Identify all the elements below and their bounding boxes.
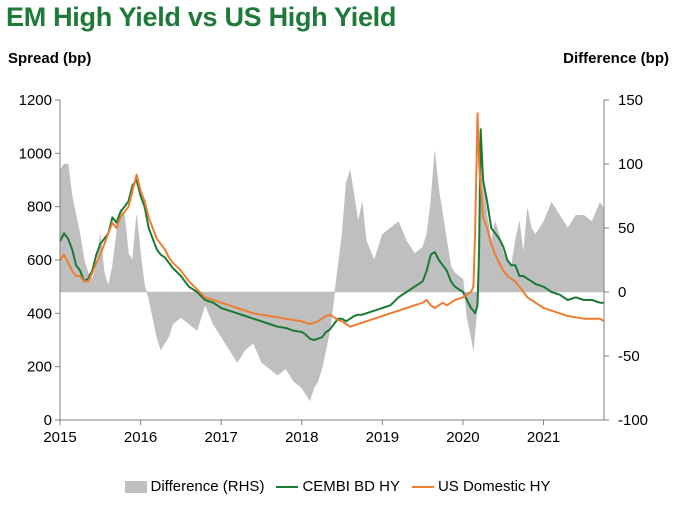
chart-title: EM High Yield vs US High Yield [6, 2, 397, 32]
left-tick-label: 200 [27, 359, 52, 376]
right-axis-title: Difference (bp) [563, 50, 669, 67]
x-tick-label: 2020 [446, 429, 479, 446]
left-axis-title: Spread (bp) [8, 50, 92, 67]
legend-swatch-difference [124, 480, 147, 493]
right-tick-label: -100 [618, 412, 648, 429]
right-tick-label: 50 [618, 220, 635, 237]
legend-label-cembi: CEMBI BD HY [302, 478, 400, 495]
difference-area [59, 138, 605, 402]
left-tick-label: 600 [27, 252, 52, 269]
cembi-bd-hy-line [59, 128, 604, 341]
left-tick-label: 800 [27, 199, 52, 216]
x-tick-label: 2017 [204, 429, 237, 446]
difference-area-layer [59, 138, 605, 402]
series-lines-layer [59, 112, 605, 341]
x-tick-label: 2019 [366, 429, 399, 446]
left-tick-label: 1000 [19, 145, 52, 162]
right-tick-label: -50 [618, 348, 640, 365]
right-tick-label: 150 [618, 92, 643, 109]
axes-layer: 0 200 400 600 800 1000 1200 -100 -50 0 50 100 150 201… [19, 92, 648, 446]
legend-swatch-us-hy [411, 485, 434, 488]
right-tick-label: 0 [618, 284, 626, 301]
x-tick-label: 2021 [527, 429, 560, 446]
x-tick-label: 2015 [43, 429, 76, 446]
x-tick-label: 2016 [124, 429, 157, 446]
x-tick-label: 2018 [285, 429, 318, 446]
left-tick-label: 400 [27, 305, 52, 322]
legend-label-difference: Difference (RHS) [150, 478, 265, 495]
legend: Difference (RHS) CEMBI BD HY US Domestic… [0, 478, 675, 495]
legend-swatch-cembi [276, 485, 299, 488]
legend-item-us-hy: US Domestic HY [411, 478, 551, 495]
us-domestic-hy-line [59, 112, 605, 328]
right-tick-label: 100 [618, 156, 643, 173]
legend-item-difference: Difference (RHS) [124, 478, 265, 495]
legend-item-cembi: CEMBI BD HY [276, 478, 400, 495]
left-tick-label: 1200 [19, 92, 52, 109]
left-tick-label: 0 [44, 412, 52, 429]
legend-label-us-hy: US Domestic HY [437, 478, 551, 495]
